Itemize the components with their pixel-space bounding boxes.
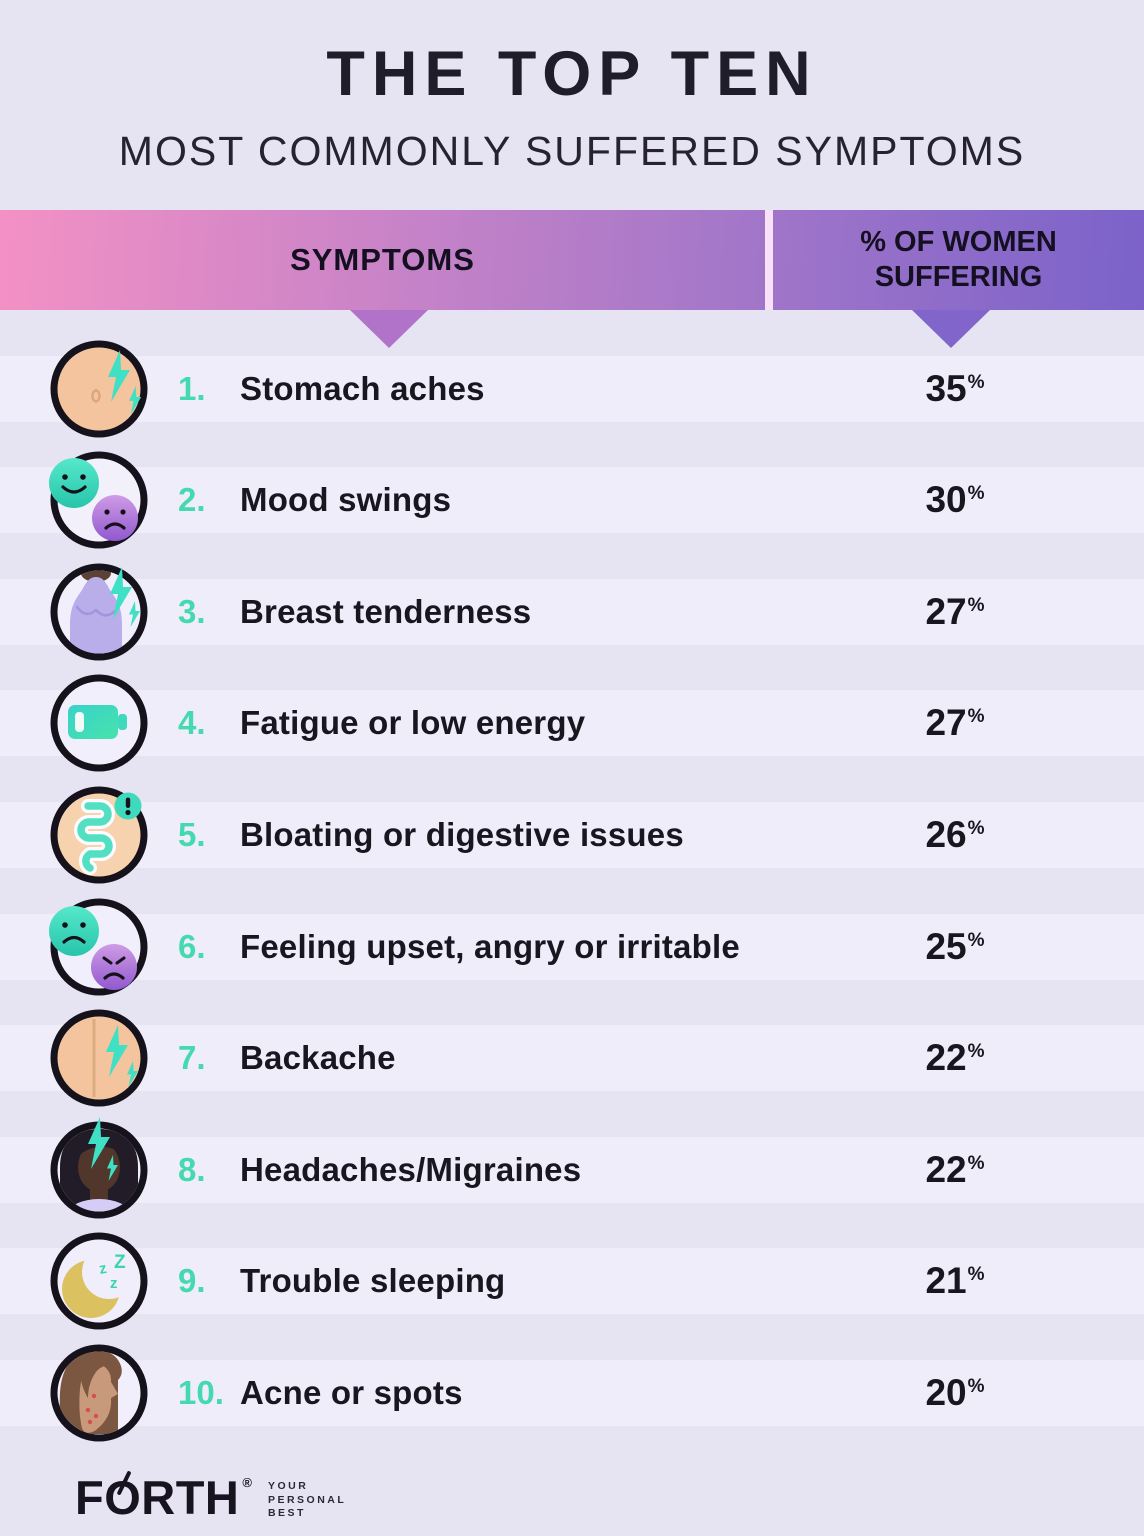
percent-value: 22%	[925, 1037, 985, 1079]
rank-number: 6.	[178, 927, 206, 965]
row-stripe	[0, 578, 1144, 645]
percent-value: 26%	[925, 813, 985, 855]
rank-number: 3.	[178, 592, 206, 630]
row-stripe	[0, 801, 1144, 868]
percent-value: 21%	[925, 1260, 985, 1302]
table-row: 10. Acne or spots 20%	[0, 1337, 1144, 1449]
row-stripe	[0, 690, 1144, 757]
symptom-label: Bloating or digestive issues	[240, 815, 684, 853]
table-row: 3. Breast tenderness 27%	[0, 556, 1144, 668]
symptom-label: Acne or spots	[240, 1373, 463, 1411]
row-stripe	[0, 355, 1144, 422]
table-row: 1. Stomach aches 35%	[0, 333, 1144, 445]
acne-face-icon	[50, 1344, 148, 1442]
rank-number: 5.	[178, 815, 206, 853]
page-subtitle: MOST COMMONLY SUFFERED SYMPTOMS	[118, 128, 1026, 174]
row-stripe	[0, 1025, 1144, 1092]
footer: F O RTH ® YOUR PERSONAL BEST	[75, 1474, 346, 1521]
upset-angry-faces-icon	[49, 898, 148, 996]
breast-tenderness-icon	[50, 563, 148, 661]
rank-number: 8.	[178, 1150, 206, 1188]
logo-tagline: YOUR PERSONAL BEST	[267, 1480, 347, 1520]
column-header-percent: % OF WOMEN SUFFERING	[860, 226, 1057, 293]
percent-value: 30%	[925, 479, 985, 521]
symptom-label: Backache	[240, 1039, 396, 1077]
percent-value: 27%	[925, 590, 985, 632]
table-row: 8. Headaches/Migraines 22%	[0, 1114, 1144, 1226]
symptom-label: Mood swings	[240, 481, 452, 519]
symptom-label: Headaches/Migraines	[240, 1150, 582, 1188]
table-row: 7. Backache 22%	[0, 1002, 1144, 1114]
forth-logo: F O RTH	[75, 1471, 240, 1524]
low-battery-icon	[50, 674, 148, 772]
svg-text:z: z	[110, 1275, 118, 1292]
percent-value: 27%	[925, 702, 985, 744]
table-header-banner: SYMPTOMS % OF WOMEN SUFFERING	[0, 210, 1144, 310]
rank-number: 10.	[178, 1373, 224, 1411]
slashed-o-glyph: O	[104, 1471, 142, 1524]
rank-number: 9.	[178, 1262, 206, 1300]
row-stripe	[0, 1136, 1144, 1203]
column-header-symptoms: SYMPTOMS	[290, 242, 475, 277]
sleep-moon-icon: z Z z	[50, 1232, 148, 1330]
backache-icon	[50, 1009, 148, 1107]
svg-text:Z: Z	[114, 1252, 126, 1273]
headache-icon	[50, 1116, 148, 1219]
symptoms-table: 1. Stomach aches 35% 2. Mood swings 30%	[0, 333, 1144, 1449]
percent-value: 25%	[925, 925, 985, 967]
rank-number: 7.	[178, 1039, 206, 1077]
table-row: z Z z 9. Trouble sleeping 21%	[0, 1226, 1144, 1338]
percent-value: 35%	[925, 367, 985, 409]
row-stripe	[0, 467, 1144, 534]
table-row: 5. Bloating or digestive issues 26%	[0, 779, 1144, 891]
page-title: THE TOP TEN	[326, 39, 818, 109]
column-divider	[765, 210, 773, 310]
table-row: 2. Mood swings 30%	[0, 444, 1144, 556]
rank-number: 2.	[178, 481, 206, 519]
percent-value: 22%	[925, 1148, 985, 1190]
rank-number: 1.	[178, 369, 206, 407]
symptom-label: Fatigue or low energy	[240, 704, 586, 742]
symptom-label: Stomach aches	[240, 369, 485, 407]
rank-number: 4.	[178, 704, 206, 742]
symptom-label: Feeling upset, angry or irritable	[240, 927, 740, 965]
row-stripe	[0, 1359, 1144, 1426]
stomach-ache-icon	[50, 340, 148, 438]
percent-value: 20%	[925, 1371, 985, 1413]
mood-swings-icon	[49, 451, 148, 549]
table-row: 4. Fatigue or low energy 27%	[0, 668, 1144, 780]
registered-mark: ®	[242, 1475, 252, 1490]
table-row: 6. Feeling upset, angry or irritable 25%	[0, 891, 1144, 1003]
row-stripe	[0, 1248, 1144, 1315]
symptom-label: Breast tenderness	[240, 592, 532, 630]
svg-text:z: z	[98, 1260, 108, 1278]
row-stripe	[0, 913, 1144, 980]
digestive-issues-icon	[50, 786, 148, 884]
symptom-label: Trouble sleeping	[240, 1262, 506, 1300]
